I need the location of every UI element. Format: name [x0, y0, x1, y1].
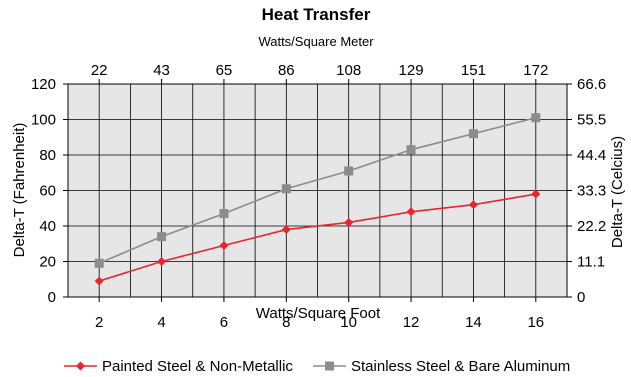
data-point	[531, 113, 541, 123]
data-point	[281, 184, 291, 194]
data-point	[281, 225, 291, 235]
x-tick-label: 12	[403, 314, 420, 331]
right-y-tick-label: 11.1	[577, 254, 605, 271]
data-point	[468, 200, 478, 210]
legend: Painted Steel & Non-Metallic Stainless St…	[64, 358, 570, 375]
right-y-tick-label: 55.5	[577, 112, 606, 129]
top-x-tick-label: 22	[91, 62, 108, 79]
data-point	[406, 207, 416, 217]
axis-ticks	[63, 79, 572, 302]
right-axis-label: Delta-T (Celcius)	[609, 136, 626, 248]
legend-entry: Stainless Steel & Bare Aluminum	[351, 358, 570, 375]
data-point	[344, 166, 354, 176]
x-tick-label: 6	[220, 314, 228, 331]
right-y-tick-label: 44.4	[577, 147, 606, 164]
data-point	[219, 209, 229, 219]
right-y-tick-label: 0	[577, 289, 585, 306]
data-point	[531, 189, 541, 199]
x-tick-label: 14	[465, 314, 482, 331]
legend-marker	[76, 361, 85, 371]
x-tick-label: 2	[95, 314, 103, 331]
y-tick-label: 100	[31, 112, 56, 129]
y-tick-label: 40	[39, 218, 56, 235]
top-axis-label: Watts/Square Meter	[258, 34, 374, 49]
top-x-tick-label: 108	[336, 62, 361, 79]
top-x-tick-label: 43	[153, 62, 170, 79]
right-y-tick-label: 66.6	[577, 76, 606, 93]
top-x-tick-label: 172	[523, 62, 548, 79]
data-point	[157, 257, 167, 266]
x-axis-label: Watts/Square Foot	[256, 305, 381, 322]
top-x-tick-label: 65	[216, 62, 233, 79]
series-line	[98, 193, 536, 282]
top-x-tick-label: 86	[278, 62, 295, 79]
data-point	[219, 241, 229, 251]
series-line	[98, 116, 537, 265]
y-axis-label: Delta-T (Fahrenheit)	[11, 123, 28, 258]
y-tick-label: 80	[39, 147, 56, 164]
right-y-tick-label: 33.3	[577, 183, 606, 200]
y-tick-label: 120	[31, 76, 56, 93]
x-tick-label: 4	[157, 314, 165, 331]
series-group	[94, 113, 541, 286]
x-tick-label: 16	[527, 314, 544, 331]
y-tick-label: 0	[48, 289, 56, 306]
chart-title: Heat Transfer	[262, 5, 371, 24]
data-point	[94, 258, 104, 268]
top-x-tick-label: 151	[461, 62, 486, 79]
y-tick-label: 20	[39, 254, 56, 271]
data-point	[468, 129, 478, 139]
x-tick-label: 10	[340, 314, 357, 331]
data-point	[94, 276, 104, 286]
data-point	[157, 232, 167, 242]
legend-entry: Painted Steel & Non-Metallic	[102, 358, 293, 375]
data-point	[344, 217, 354, 227]
legend-marker	[325, 361, 334, 371]
tick-labels: 0 0 20 11.1 40 22.2 60 33.3 80 44.4 100 55.5 120 66.6…	[31, 62, 606, 331]
x-tick-label: 8	[282, 314, 290, 331]
y-tick-label: 60	[39, 183, 56, 200]
right-y-tick-label: 22.2	[577, 218, 606, 235]
grid-lines	[68, 84, 567, 297]
top-x-tick-label: 129	[399, 62, 424, 79]
data-point	[406, 145, 416, 155]
